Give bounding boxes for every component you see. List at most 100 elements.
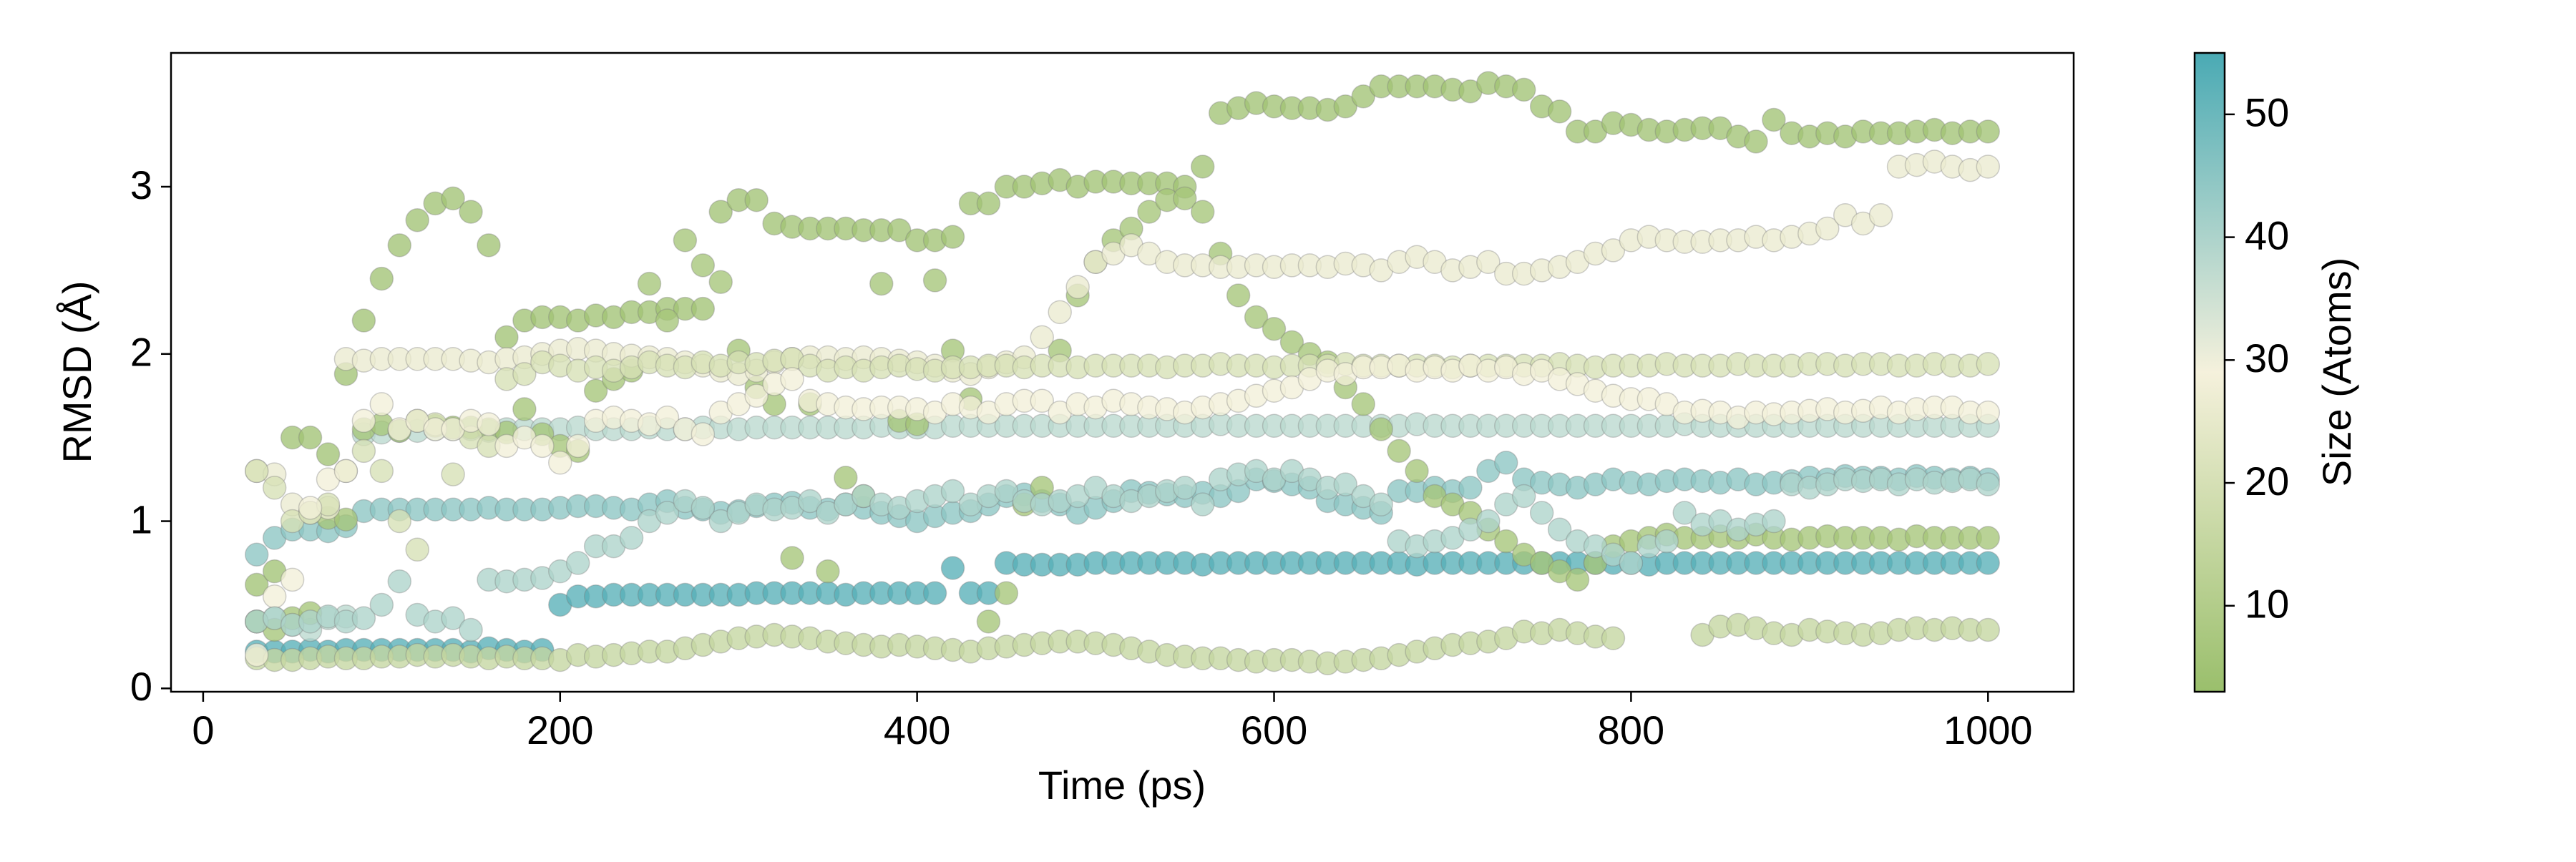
point xyxy=(744,383,769,408)
point xyxy=(387,509,412,534)
point xyxy=(834,466,858,490)
point xyxy=(1030,325,1055,350)
point xyxy=(1654,529,1679,554)
point xyxy=(1030,388,1055,413)
point xyxy=(369,266,394,291)
point xyxy=(976,191,1001,216)
point xyxy=(1387,439,1411,464)
point xyxy=(1333,472,1358,496)
point xyxy=(994,479,1019,504)
point xyxy=(441,462,465,486)
colorbar-tick-label: 40 xyxy=(2245,212,2289,258)
point xyxy=(244,642,269,667)
point xyxy=(262,584,287,609)
point xyxy=(1190,200,1215,224)
point xyxy=(459,617,483,642)
point xyxy=(477,233,501,258)
point xyxy=(1976,352,2001,376)
point xyxy=(1868,203,1893,227)
point xyxy=(655,405,680,430)
x-tick-label: 0 xyxy=(192,707,214,753)
point xyxy=(708,270,733,295)
x-tick-label: 800 xyxy=(1598,707,1664,753)
point xyxy=(1405,459,1429,484)
point xyxy=(780,546,804,570)
colorbar-tick-label: 50 xyxy=(2245,90,2289,135)
x-axis-label: Time (ps) xyxy=(1038,763,1206,808)
point xyxy=(994,581,1019,605)
colorbar-tick-label: 10 xyxy=(2245,582,2289,627)
point xyxy=(780,367,804,391)
x-tick-label: 400 xyxy=(884,707,950,753)
point xyxy=(1173,186,1197,211)
colorbar xyxy=(2193,52,2226,693)
point xyxy=(1547,517,1572,542)
point xyxy=(1333,94,1358,119)
colorbar-tick-label: 30 xyxy=(2245,336,2289,381)
point xyxy=(1476,509,1501,534)
point xyxy=(1048,300,1072,325)
plot-frame xyxy=(170,52,2075,693)
point xyxy=(405,208,429,232)
point xyxy=(512,362,537,386)
point xyxy=(333,507,358,532)
point xyxy=(565,551,590,575)
point xyxy=(262,476,287,500)
y-tick-label: 2 xyxy=(130,330,152,375)
point xyxy=(316,442,341,466)
point xyxy=(637,271,662,296)
point xyxy=(512,397,537,421)
point xyxy=(333,459,358,484)
point xyxy=(244,542,269,567)
point xyxy=(691,422,716,446)
point xyxy=(1190,155,1215,179)
point xyxy=(1976,526,2001,550)
point xyxy=(530,434,555,459)
point xyxy=(369,392,394,416)
point xyxy=(1458,476,1483,500)
y-axis-label: RMSD (Å) xyxy=(54,280,99,463)
y-tick-label: 1 xyxy=(130,496,152,542)
point xyxy=(816,559,840,584)
point xyxy=(244,572,269,597)
point xyxy=(583,378,608,403)
point xyxy=(619,526,644,550)
point xyxy=(1511,484,1536,509)
point xyxy=(1565,567,1590,592)
point xyxy=(369,592,394,617)
point xyxy=(1279,330,1304,355)
point xyxy=(1744,129,1768,154)
point xyxy=(976,609,1001,634)
point xyxy=(887,218,912,243)
point xyxy=(1494,529,1518,554)
point xyxy=(869,271,894,296)
colorbar-tick-label: 20 xyxy=(2245,459,2289,504)
point xyxy=(1351,392,1375,416)
point xyxy=(691,253,716,278)
point xyxy=(565,434,590,459)
point xyxy=(369,459,394,484)
point xyxy=(244,459,269,484)
point xyxy=(1476,250,1501,274)
point xyxy=(351,439,376,464)
y-tick-label: 0 xyxy=(130,664,152,709)
point xyxy=(1601,238,1626,263)
point xyxy=(548,450,572,475)
point xyxy=(1369,417,1393,441)
point xyxy=(691,496,716,520)
point xyxy=(387,569,412,594)
point xyxy=(1547,99,1572,124)
point xyxy=(1244,305,1269,330)
point xyxy=(673,228,698,253)
point xyxy=(351,606,376,630)
x-tick-label: 200 xyxy=(527,707,593,753)
point xyxy=(1351,84,1375,109)
y-tick-label: 3 xyxy=(130,162,152,207)
point xyxy=(1262,316,1287,341)
point xyxy=(351,308,376,333)
point xyxy=(940,556,965,580)
point xyxy=(1190,492,1215,516)
point xyxy=(1976,119,2001,144)
